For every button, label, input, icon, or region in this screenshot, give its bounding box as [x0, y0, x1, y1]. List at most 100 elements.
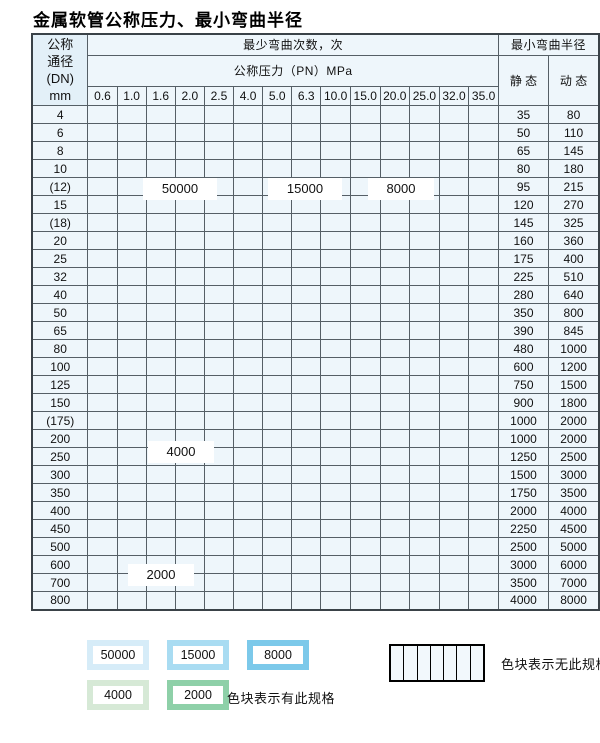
grid-cell [291, 393, 322, 412]
grid-cell [320, 339, 351, 358]
grid-cell [262, 303, 293, 322]
dn-value-cell: 25 [31, 249, 89, 268]
grid-cell [320, 285, 351, 304]
grid-cell [349, 285, 381, 304]
grid-cell [145, 519, 176, 538]
grid-cell [174, 411, 205, 430]
grid-cell [379, 159, 411, 178]
grid-cell [409, 123, 440, 142]
grid-cell [438, 465, 470, 484]
grid-cell [409, 537, 440, 556]
grid-cell [320, 447, 351, 466]
grid-cell [379, 573, 411, 592]
grid-cell [438, 447, 470, 466]
dynamic-radius-value: 2500 [548, 447, 600, 466]
table-row: 450 2250 4500 [31, 519, 600, 538]
grid-cell [379, 321, 411, 340]
grid-cell [320, 159, 351, 178]
grid-value-badge: 8000 [368, 178, 434, 200]
dynamic-radius-value: 800 [548, 303, 600, 322]
grid-cell [349, 123, 381, 142]
grid-cell [291, 519, 322, 538]
grid-cell [262, 429, 293, 448]
grid-cell [145, 375, 176, 394]
dynamic-radius-value: 270 [548, 195, 600, 214]
legend: 50000 15000 8000 4000 2000 色块表示有此规格 色块表示无此规格 [31, 636, 600, 736]
grid-cell [174, 591, 205, 611]
grid-cell [320, 537, 351, 556]
grid-cell [468, 123, 499, 142]
legend-chip: 4000 [87, 680, 149, 710]
grid-cell [262, 519, 293, 538]
grid-cell [203, 375, 235, 394]
spec-table: 公称 通径 (DN) mm 最少弯曲次数，次 最小弯曲半径 公称压力（PN）MP… [31, 33, 600, 611]
grid-cell [174, 339, 205, 358]
grid-cell [203, 357, 235, 376]
pn-column-header-15.0: 15.0 [349, 86, 381, 106]
grid-cell [320, 375, 351, 394]
table-row: 100 600 1200 [31, 357, 600, 376]
grid-cell [320, 555, 351, 574]
pn-column-header-1.6: 1.6 [145, 86, 176, 106]
grid-cell [468, 357, 499, 376]
grid-cell [409, 141, 440, 160]
static-radius-value: 900 [497, 393, 550, 412]
grid-cell [468, 573, 499, 592]
static-radius-value: 350 [497, 303, 550, 322]
grid-cell [203, 267, 235, 286]
grid-cell [291, 573, 322, 592]
dn-value-cell: 40 [31, 285, 89, 304]
dn-value-cell: 4 [31, 105, 89, 124]
grid-cell [174, 537, 205, 556]
grid-cell [291, 213, 322, 232]
static-radius-value: 480 [497, 339, 550, 358]
grid-cell [232, 465, 264, 484]
grid-cell [379, 357, 411, 376]
grid-cell [232, 105, 264, 124]
grid-cell [203, 501, 235, 520]
table-row: (18) 145 325 [31, 213, 600, 232]
static-radius-value: 1250 [497, 447, 550, 466]
grid-cell [379, 555, 411, 574]
grid-cell [232, 393, 264, 412]
grid-cell [232, 339, 264, 358]
grid-cell [349, 357, 381, 376]
dn-value-cell: 125 [31, 375, 89, 394]
pn-column-header-10.0: 10.0 [320, 86, 351, 106]
dn-value-cell: 32 [31, 267, 89, 286]
grid-cell [174, 267, 205, 286]
pn-column-header-25.0: 25.0 [409, 86, 440, 106]
grid-cell [379, 123, 411, 142]
grid-cell [87, 411, 118, 430]
grid-cell [438, 591, 470, 611]
table-row: 32 225 510 [31, 267, 600, 286]
no-spec-swatch-cell [444, 646, 458, 680]
nominal-pressure-header: 公称压力（PN）MPa [87, 54, 499, 87]
dynamic-radius-value: 1500 [548, 375, 600, 394]
grid-cell [145, 141, 176, 160]
grid-cell [438, 267, 470, 286]
static-radius-value: 3500 [497, 573, 550, 592]
static-radius-value: 2250 [497, 519, 550, 538]
dn-value-cell: (18) [31, 213, 89, 232]
static-radius-value: 1000 [497, 429, 550, 448]
grid-cell [438, 537, 470, 556]
grid-cell [379, 519, 411, 538]
grid-cell [87, 141, 118, 160]
legend-no-spec-note: 色块表示无此规格 [501, 657, 600, 672]
grid-cell [145, 213, 176, 232]
grid-cell [87, 501, 118, 520]
grid-cell [145, 105, 176, 124]
grid-cell [203, 573, 235, 592]
grid-cell [438, 321, 470, 340]
dynamic-radius-value: 845 [548, 321, 600, 340]
table-row: 700 3500 7000 [31, 573, 600, 592]
grid-cell [87, 537, 118, 556]
dn-value-cell: (175) [31, 411, 89, 430]
table-row: 800 4000 8000 [31, 591, 600, 611]
dynamic-radius-value: 325 [548, 213, 600, 232]
grid-cell [232, 267, 264, 286]
static-radius-value: 1000 [497, 411, 550, 430]
grid-cell [116, 375, 147, 394]
grid-cell [438, 105, 470, 124]
